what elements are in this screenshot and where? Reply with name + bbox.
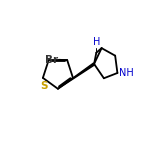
- Polygon shape: [58, 63, 95, 89]
- Text: S: S: [40, 81, 47, 91]
- Text: NH: NH: [119, 68, 134, 78]
- Text: H: H: [93, 37, 100, 47]
- Text: Br: Br: [45, 55, 58, 65]
